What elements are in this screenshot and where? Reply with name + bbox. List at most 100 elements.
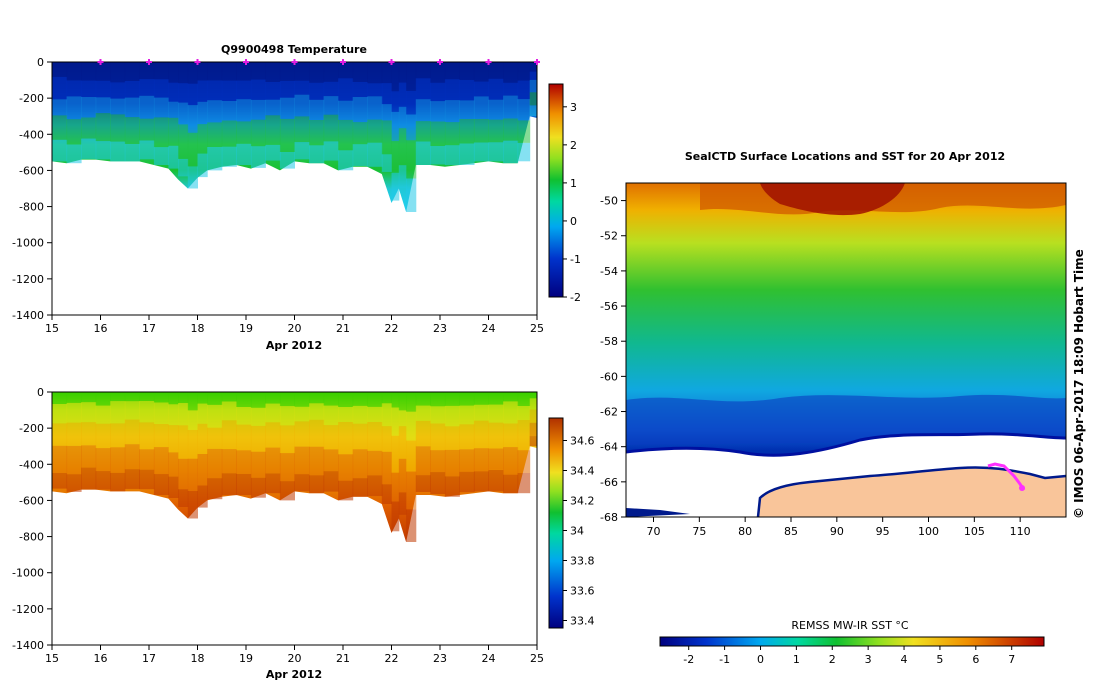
section-column-band [381,62,392,84]
section-column-band [221,120,237,147]
profile-marker [534,59,540,65]
section-column-band [265,392,281,404]
salinity-colorbar-ticks: 34.6 34.4 34.2 34 33.8 33.6 33.4 [563,435,595,628]
section-column-band [236,99,252,122]
section-column-band [221,146,237,167]
y-tick-label: -600 [19,494,44,507]
sst-map-longitude-axis: 70 75 80 85 90 95 100 105 110 [647,517,1031,538]
section-column-band [66,96,82,120]
section-column-band [338,62,354,79]
section-column-band [221,401,237,421]
section-column-band [473,392,489,405]
section-column-band [517,142,531,162]
section-column-band [309,120,325,146]
section-column-band [187,83,198,105]
ice-edge-line [626,432,1066,457]
section-column-band [178,62,189,84]
section-column-band [250,146,266,168]
section-column-band [309,419,325,447]
section-column-band [66,80,82,97]
section-column-band [124,401,140,420]
section-column-band [529,92,537,106]
section-column-band [381,392,392,404]
section-column-band [415,446,431,476]
section-column-band [381,451,392,485]
section-column-band [323,392,339,406]
section-column-band [207,404,223,428]
copyright-side-label: © IMOS 06-Apr-2017 18:09 Hobart Time [1072,249,1086,519]
section-column-band [294,446,310,475]
section-column-band [473,142,489,162]
section-column-band [52,423,68,446]
colorbar-tick-label: 34.6 [570,435,595,448]
y-tick-label: -600 [19,164,44,177]
section-column-band [221,392,237,402]
section-column-band [415,475,431,492]
colorbar-tick-label: 2 [570,139,577,152]
section-column-band [323,81,339,97]
section-column-band [153,392,169,403]
temperature-colorbar [548,83,564,298]
x-tick-label: 24 [482,652,496,665]
profile-markers [97,59,540,65]
section-column-band [81,467,97,490]
section-column-band [250,62,266,80]
section-column-band [430,406,446,424]
section-column-band [178,102,189,125]
section-column-band [279,392,295,407]
salinity-colorbar [548,417,564,629]
sst-colorbar-tick-label: 7 [1008,653,1015,666]
section-column-band [352,62,368,82]
sst-colorbar-tick-label: 1 [793,653,800,666]
temperature-x-label: Apr 2012 [266,339,322,352]
section-column-band [406,509,417,542]
section-column-band [323,471,339,492]
section-column-band [323,141,339,161]
y-tick-label: -1400 [12,639,44,652]
section-column-band [207,427,223,449]
section-column-band [406,114,417,141]
section-column-band [398,426,407,459]
sst-colorbar-tick-label: 2 [829,653,836,666]
section-column-band [153,424,169,448]
section-column-band [503,447,519,475]
lon-tick-label: 75 [692,525,706,538]
x-tick-label: 15 [45,652,59,665]
section-column-band [381,120,392,155]
colorbar-tick-label: 34.2 [570,495,595,508]
section-column-band [488,78,504,100]
y-tick-label: -1200 [12,603,44,616]
section-column-band [294,116,310,143]
section-column-band [459,392,475,406]
section-column-band [430,82,446,102]
section-column-band [367,406,383,422]
y-tick-label: -400 [19,128,44,141]
section-column-band [415,405,431,421]
section-column-band [309,392,325,404]
section-column-band [352,122,368,145]
section-column-band [66,62,82,81]
section-column-band [398,106,407,129]
section-column-band [391,172,400,201]
section-column-band [168,101,179,118]
section-column-band [391,472,400,502]
section-column-band [265,62,281,82]
x-tick-label: 19 [239,322,253,335]
lat-tick-label: -60 [600,370,618,383]
section-column-band [153,79,169,98]
section-column-band [323,449,339,472]
section-column-band [381,403,392,427]
x-tick-label: 19 [239,652,253,665]
cold-front-patch [626,394,1066,445]
y-tick-label: -200 [19,422,44,435]
section-column-band [430,121,446,147]
lat-tick-label: -58 [600,335,618,348]
temperature-x-axis: 15 16 17 18 19 20 21 22 23 24 25 [45,315,544,335]
section-column-band [473,448,489,472]
section-column-band [473,404,489,421]
section-column-band [444,449,460,477]
section-column-band [391,392,400,408]
section-column-band [444,122,460,146]
y-tick-label: -800 [19,201,44,214]
section-column-band [52,99,68,116]
